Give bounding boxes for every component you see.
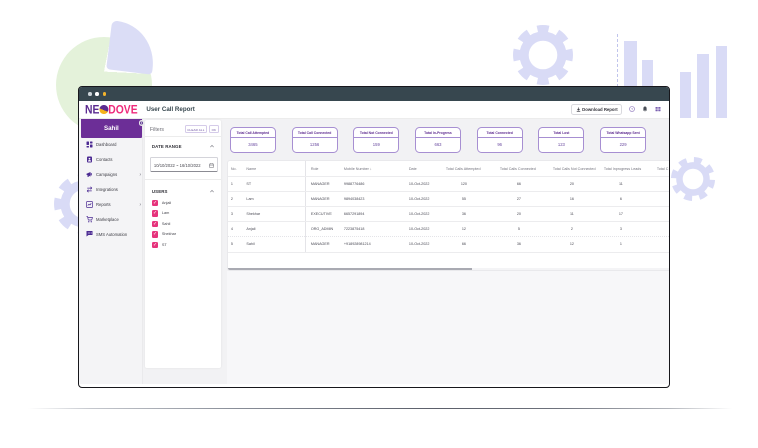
svg-text:?: ? — [631, 107, 633, 111]
